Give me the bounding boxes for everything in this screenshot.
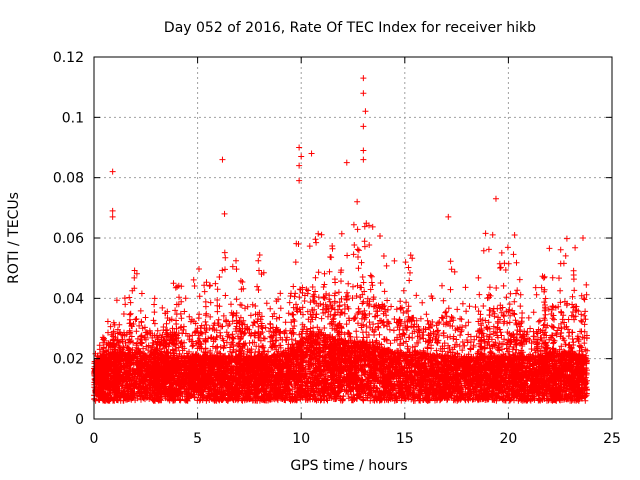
scatter-point-outlier <box>579 235 586 241</box>
scatter-point-outlier <box>492 195 499 202</box>
scatter-point-outlier <box>308 150 315 157</box>
y-tick-label: 0.1 <box>62 110 84 126</box>
x-tick-label: 20 <box>499 431 517 447</box>
scatter-point-outlier <box>360 90 367 97</box>
x-tick-label: 10 <box>292 431 310 447</box>
scatter-point-outlier <box>296 162 303 169</box>
y-tick-label: 0 <box>75 412 84 428</box>
scatter-point-outlier <box>360 75 367 82</box>
scatter-point-outlier <box>360 147 367 154</box>
y-tick-label: 0.06 <box>53 231 84 247</box>
y-tick-label: 0.08 <box>53 171 84 187</box>
scatter-point-outlier <box>221 210 228 217</box>
x-tick-label: 5 <box>193 431 202 447</box>
x-axis-label: GPS time / hours <box>290 458 407 474</box>
scatter-point-outlier <box>109 207 116 214</box>
scatter-point-outlier <box>343 159 350 166</box>
scatter-point-outlier <box>109 168 116 175</box>
scatter-point-outlier <box>362 108 369 115</box>
scatter-point-cloud <box>91 220 591 404</box>
x-tick-label: 15 <box>396 431 414 447</box>
y-axis-label: ROTI / TECUs <box>6 192 22 284</box>
scatter-point-outlier <box>219 156 226 163</box>
scatter-point-outlier <box>109 213 116 220</box>
scatter-point-outlier <box>296 177 303 184</box>
scatter-point-outlier <box>354 198 361 205</box>
x-tick-label: 25 <box>603 431 621 447</box>
y-tick-label: 0.02 <box>53 352 84 368</box>
axis-ticks <box>93 56 613 420</box>
scatter-point-outlier <box>296 144 303 151</box>
scatter-point-outlier <box>511 231 518 238</box>
data-points <box>91 75 591 404</box>
y-tick-label: 0.12 <box>53 50 84 66</box>
scatter-point-outlier <box>298 153 305 160</box>
x-tick-label: 0 <box>90 431 99 447</box>
y-tick-label: 0.04 <box>53 291 84 307</box>
scatter-point-outlier <box>445 213 452 220</box>
scatter-point-outlier <box>360 123 367 130</box>
tick-labels: 0 5 10 15 20 25 0 0.02 0.04 0.06 0.08 0.1 0.12 <box>53 50 621 447</box>
chart-title: Day 052 of 2016, Rate Of TEC Index for r… <box>164 20 536 36</box>
scatter-point-outlier <box>360 156 367 163</box>
